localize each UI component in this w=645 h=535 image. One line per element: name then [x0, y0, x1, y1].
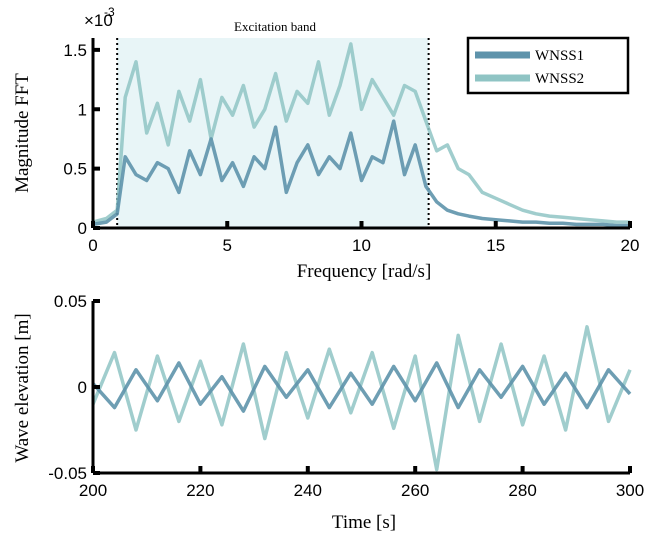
wave-series-wnss1 — [91, 361, 632, 413]
wave-y-tick-label: 0.05 — [54, 292, 87, 311]
wave-x-tick-label: 200 — [79, 481, 107, 500]
y-multiplier-text: ×10 — [84, 11, 113, 30]
wave-x-tick-label: 240 — [294, 481, 322, 500]
wave-y-tick-label: -0.05 — [48, 464, 87, 483]
wave-tick-labels: 200 220 240 260 280 300 -0.05 0 0.05 — [48, 292, 644, 500]
wave-axes — [91, 299, 632, 475]
legend-label-wnss2: WNSS2 — [535, 71, 584, 87]
fft-x-axis-label: Frequency [rad/s] — [297, 261, 432, 282]
legend-label-wnss1: WNSS1 — [535, 48, 584, 64]
fft-axes — [91, 38, 632, 230]
fft-x-tick-label: 0 — [88, 236, 97, 255]
fft-x-tick-label: 10 — [352, 236, 371, 255]
wave-y-tick-label: 0 — [78, 378, 87, 397]
wave-y-axis-label: Wave elevation [m] — [12, 313, 33, 462]
fft-x-tick-label: 15 — [486, 236, 505, 255]
fft-y-tick-label: 1 — [78, 100, 87, 119]
fft-series-wnss1 — [92, 119, 630, 228]
fft-x-tick-label: 5 — [223, 236, 232, 255]
wave-series-wnss2 — [91, 325, 632, 472]
wave-x-tick-label: 220 — [186, 481, 214, 500]
wave-x-axis-label: Time [s] — [332, 512, 396, 533]
fft-y-axis-label: Magnitude FFT — [12, 73, 33, 193]
fft-tick-labels: 0 5 10 15 20 0 0.5 1 1.5 — [63, 41, 639, 255]
y-exponent-text: -3 — [104, 5, 115, 19]
wave-x-tick-label: 280 — [508, 481, 536, 500]
fft-y-tick-label: 0.5 — [63, 160, 87, 179]
legend: WNSS1 WNSS2 — [466, 36, 630, 95]
fft-x-tick-label: 20 — [621, 236, 640, 255]
wave-x-tick-label: 300 — [616, 481, 644, 500]
fft-y-tick-label: 1.5 — [63, 41, 87, 60]
y-exponent-label: ×10 -3 — [84, 5, 115, 30]
fft-y-tick-label: 0 — [78, 219, 87, 238]
legend-box — [466, 36, 630, 95]
fft-series-group — [92, 42, 630, 228]
fft-series-wnss2 — [92, 42, 630, 224]
wave-elevation-panel: 200 220 240 260 280 300 -0.05 0 0.05 Time [s] Wa… — [12, 292, 644, 533]
excitation-band-label: Excitation band — [234, 19, 316, 34]
wave-series-group — [91, 325, 632, 472]
wave-x-tick-label: 260 — [401, 481, 429, 500]
